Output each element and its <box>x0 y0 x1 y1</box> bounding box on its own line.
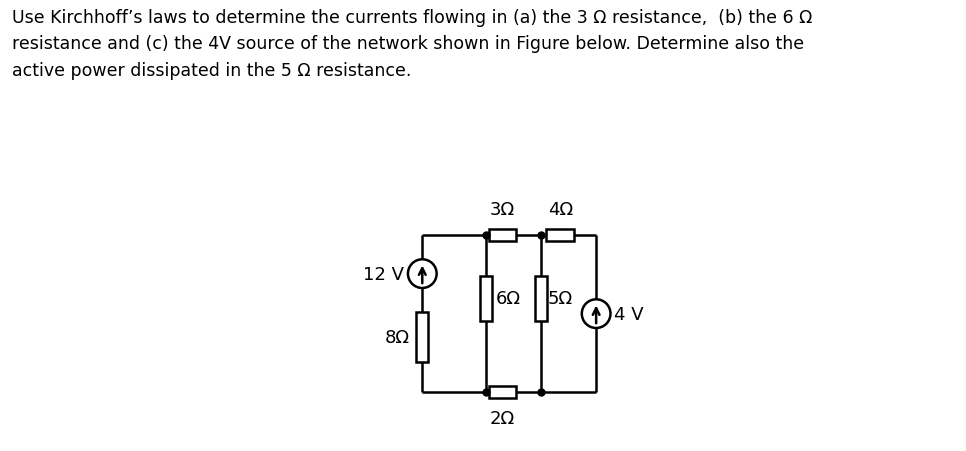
Text: 2Ω: 2Ω <box>490 409 515 427</box>
Text: 5Ω: 5Ω <box>548 290 573 308</box>
Text: 4Ω: 4Ω <box>548 201 573 219</box>
Bar <box>547 230 574 241</box>
Text: 12 V: 12 V <box>363 265 405 283</box>
Text: Use Kirchhoff’s laws to determine the currents flowing in (a) the 3 Ω resistance: Use Kirchhoff’s laws to determine the cu… <box>12 9 812 80</box>
Bar <box>416 313 428 362</box>
Text: 4 V: 4 V <box>614 305 643 323</box>
Bar <box>489 230 516 241</box>
Bar <box>489 387 516 398</box>
Bar <box>535 277 547 321</box>
Bar <box>480 277 492 321</box>
Text: 3Ω: 3Ω <box>490 201 515 219</box>
Text: 6Ω: 6Ω <box>496 290 521 308</box>
Text: 8Ω: 8Ω <box>384 328 410 346</box>
